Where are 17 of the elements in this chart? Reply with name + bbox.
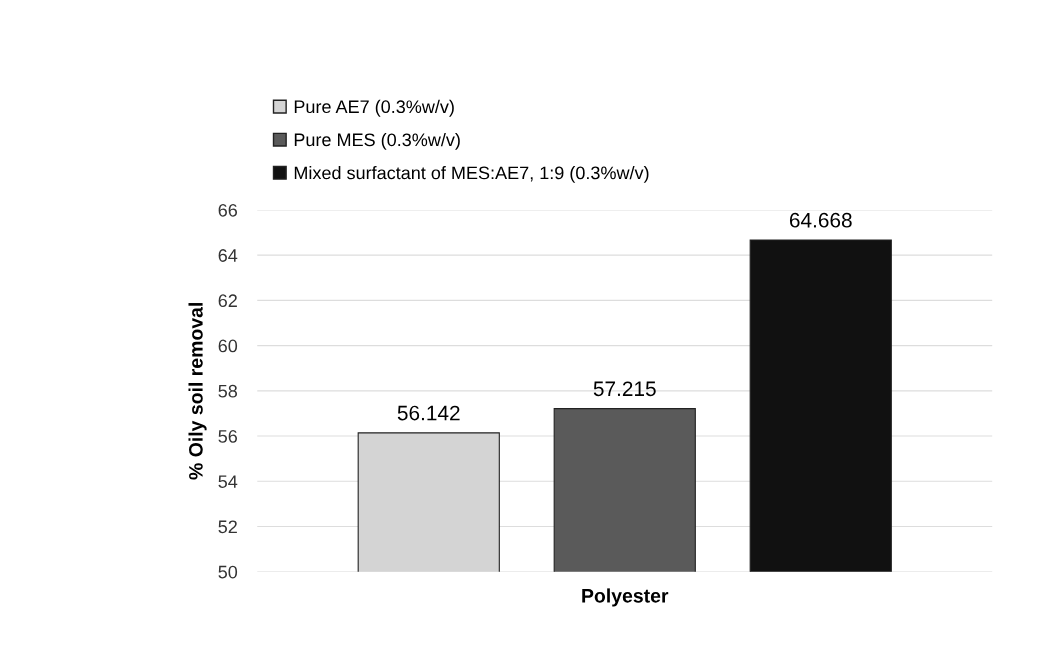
y-tick-label: 54: [218, 475, 238, 488]
data-label: 64.668: [789, 212, 852, 228]
y-tick-label: 52: [218, 520, 237, 534]
y-tick-label: 58: [218, 384, 238, 398]
y-tick-label: 66: [218, 203, 238, 217]
y-tick-label: 56: [218, 429, 238, 443]
legend-label: Mixed surfactant of MES:AE7, 1:9 (0.3%w/v): [294, 166, 649, 183]
data-label: 56.142: [397, 405, 460, 421]
data-label: 57.215: [593, 381, 656, 397]
y-tick-label: 64: [218, 249, 238, 262]
y-tick-label: 50: [218, 565, 238, 579]
legend-label: Pure MES (0.3%w/v): [294, 132, 460, 150]
x-tick-label: Polyester: [582, 588, 669, 607]
y-tick-label: 60: [218, 339, 238, 353]
legend-label: Pure AE7 (0.3%w/v): [294, 99, 454, 117]
y-axis-title: % Oily soil removal: [188, 303, 207, 480]
y-tick-label: 62: [218, 294, 237, 308]
